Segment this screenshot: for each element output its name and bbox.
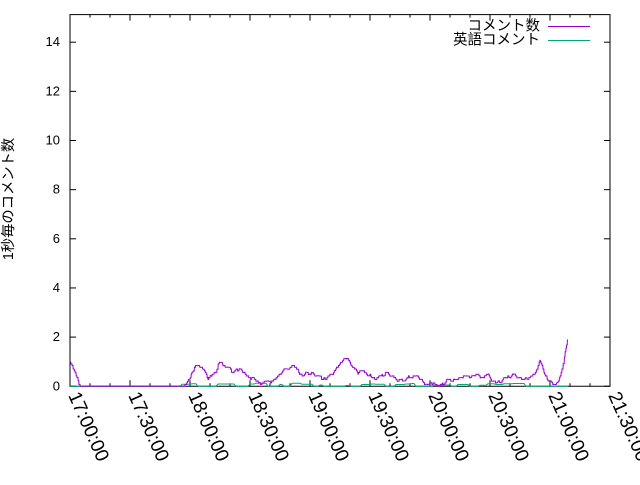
svg-text:1秒毎のコメント数: 1秒毎のコメント数 [0, 138, 17, 260]
svg-text:6: 6 [53, 231, 60, 246]
svg-text:8: 8 [53, 182, 60, 197]
svg-text:12: 12 [46, 83, 60, 98]
svg-text:4: 4 [53, 280, 60, 295]
svg-text:英語コメント: 英語コメント [453, 31, 540, 49]
svg-text:14: 14 [46, 34, 60, 49]
svg-text:10: 10 [46, 133, 60, 148]
svg-text:2: 2 [53, 329, 60, 344]
svg-text:0: 0 [53, 378, 60, 393]
